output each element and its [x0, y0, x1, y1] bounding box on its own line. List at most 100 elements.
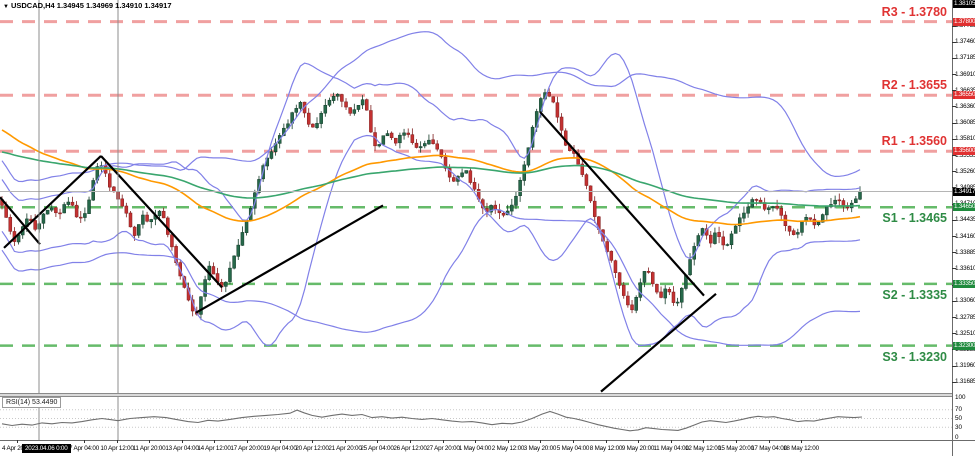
symbol-dropdown-icon[interactable]: ▼ [3, 4, 9, 10]
time-tick-mark [703, 440, 704, 443]
candle-bullish [767, 207, 771, 210]
time-tick-mark [573, 440, 574, 443]
rsi-line [1, 409, 863, 432]
price-marker-dark: 1.38105 [953, 0, 975, 8]
price-tick-mark [952, 90, 956, 92]
price-tick-mark [952, 381, 956, 383]
candle-bearish [124, 205, 129, 214]
candle-bullish [228, 267, 232, 282]
time-tick-label: 18 May 12:00 [783, 445, 819, 452]
time-tick-mark [117, 440, 118, 443]
candle-bullish [269, 151, 274, 159]
candle-bearish [659, 291, 663, 298]
bollinger-wide-upper-line[interactable] [1, 31, 861, 183]
candle-bullish [514, 195, 518, 206]
candle-bearish [775, 205, 779, 209]
trendline-5[interactable] [539, 111, 705, 297]
candle-bullish [742, 212, 746, 219]
candle-bullish [460, 172, 464, 177]
candle-bullish [319, 113, 323, 124]
time-tick-label: 5 May 04:00 [556, 445, 590, 452]
candle-bearish [406, 132, 410, 135]
candle-bearish [501, 213, 506, 216]
candle-bearish [605, 241, 609, 252]
candle-bearish [410, 134, 415, 143]
candle-bullish [526, 147, 531, 166]
ma-green-line[interactable] [1, 151, 861, 207]
candle-bullish [675, 301, 680, 304]
rsi-scale-label: 0 [955, 434, 959, 441]
candle-bullish [385, 133, 390, 137]
trendline-6[interactable] [600, 292, 717, 393]
trendline-2[interactable] [3, 155, 102, 249]
candle-bullish [642, 271, 647, 283]
bollinger-tight-lower-line[interactable] [1, 134, 861, 347]
candle-bearish [344, 101, 348, 108]
candle-bearish [555, 102, 560, 118]
time-tick-label: 17 Apr 20:00 [230, 445, 264, 452]
candle-bearish [74, 204, 79, 218]
candle-bullish [833, 199, 837, 205]
trendline-1[interactable] [0, 196, 41, 246]
time-tick-label: 11 Apr 20:00 [132, 445, 166, 452]
time-tick-mark [247, 440, 248, 443]
price-marker-green: 1.34650 [953, 203, 975, 212]
candle-bullish [725, 244, 730, 246]
price-tick-mark [952, 252, 956, 254]
candle-bearish [211, 266, 216, 275]
time-tick-label: 10 Apr 12:00 [100, 445, 134, 452]
time-tick-label: 12 May 12:00 [685, 445, 721, 452]
resistance-label-r1: R1 - 1.3560 [881, 134, 947, 149]
candle-bullish [729, 233, 734, 246]
candle-bullish [464, 170, 468, 174]
price-marker-red: 1.37800 [953, 17, 975, 26]
candle-bullish [771, 206, 775, 208]
candle-bullish [62, 204, 66, 214]
candle-bearish [721, 236, 725, 246]
time-tick-label: 21 Apr 20:00 [328, 445, 362, 452]
time-tick-mark [671, 440, 672, 443]
time-tick-label: 1 May 04:00 [458, 445, 492, 452]
trendline-4[interactable] [195, 204, 384, 314]
price-tick-label: 1.36910 [955, 70, 975, 78]
price-tick-label: 1.36360 [955, 102, 975, 110]
time-tick-label: 4 Apr 20:00 [1, 445, 32, 452]
chart-canvas [0, 0, 952, 440]
candle-bullish [41, 213, 46, 224]
candle-bearish [626, 295, 630, 306]
ma-orange-line[interactable] [1, 129, 861, 226]
price-tick-label: 1.35810 [955, 135, 975, 143]
rsi-scale-label: 30 [955, 423, 963, 431]
candle-bearish [108, 173, 112, 188]
price-tick-label: 1.32510 [955, 329, 975, 337]
price-tick-mark [952, 122, 956, 124]
time-tick-mark [443, 440, 444, 443]
candle-bullish [240, 232, 245, 246]
candle-bullish [360, 99, 365, 106]
selected-date-box: 2023.04.06 0:00 [22, 444, 71, 453]
candle-bullish [746, 206, 750, 214]
time-tick-mark [214, 440, 215, 443]
candle-bearish [120, 198, 124, 207]
candle-bullish [381, 135, 386, 145]
candle-bearish [493, 204, 497, 210]
candle-bearish [551, 96, 556, 103]
candle-bullish [427, 139, 431, 145]
time-tick-label: 2 May 12:00 [491, 445, 525, 452]
bollinger-tight-upper-line[interactable] [1, 52, 861, 260]
candle-bullish [402, 132, 406, 136]
rsi-scale-label: 100 [955, 394, 966, 401]
trendline-3[interactable] [100, 155, 223, 289]
candle-bullish [377, 144, 381, 147]
panel-separator[interactable] [0, 393, 953, 397]
candle-bullish [398, 134, 402, 144]
price-tick-mark [952, 74, 956, 76]
candle-bearish [613, 260, 618, 273]
candle-bullish [323, 104, 328, 114]
support-label-s1: S1 - 1.3465 [882, 211, 947, 226]
bollinger-wide-lower-line[interactable] [1, 208, 861, 346]
candle-bearish [559, 116, 564, 131]
time-tick-mark [345, 440, 346, 443]
price-tick-label: 1.34985 [955, 184, 975, 191]
price-tick-label: 1.31685 [955, 378, 975, 386]
